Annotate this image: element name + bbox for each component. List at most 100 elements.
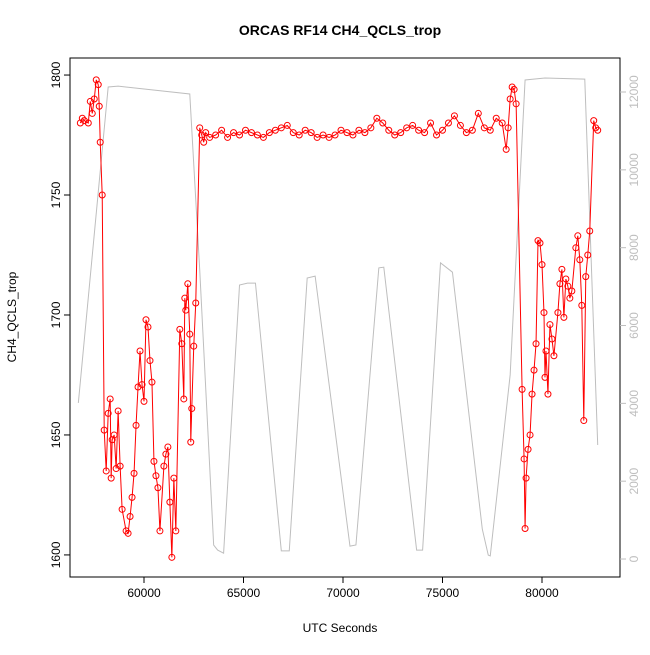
data-point [307, 129, 315, 137]
data-point [138, 381, 146, 389]
data-point [140, 397, 148, 405]
data-point [521, 525, 529, 533]
data-point [154, 484, 162, 492]
data-point [522, 474, 530, 482]
data-point [142, 316, 150, 324]
data-point [582, 273, 590, 281]
data-point [190, 342, 198, 350]
data-point [187, 438, 195, 446]
data-point [584, 251, 592, 259]
data-point [438, 126, 446, 134]
data-point [421, 129, 429, 137]
y-tick-label: 1650 [49, 421, 63, 448]
data-point [247, 129, 255, 137]
data-point [540, 309, 548, 317]
data-point [283, 121, 291, 129]
data-point [90, 95, 98, 103]
y2-tick-label: 6000 [627, 312, 641, 339]
data-point [409, 121, 417, 129]
data-point [182, 306, 190, 314]
data-point [196, 124, 204, 132]
data-point [212, 131, 220, 139]
data-point [343, 129, 351, 137]
y-tick-label: 1700 [49, 301, 63, 328]
data-point [480, 124, 488, 132]
data-point [186, 330, 194, 338]
data-point [456, 121, 464, 129]
data-point [95, 102, 103, 110]
data-point [265, 129, 273, 137]
data-point [188, 405, 196, 413]
data-point [415, 126, 423, 134]
data-point [84, 119, 92, 127]
data-point [502, 145, 510, 153]
data-point [572, 244, 580, 252]
data-point [560, 313, 568, 321]
data-point [568, 287, 576, 295]
data-point [166, 498, 174, 506]
data-point [594, 126, 602, 134]
data-point [132, 421, 140, 429]
data-point [124, 529, 132, 537]
data-point [564, 282, 572, 290]
x-tick-label: 60000 [127, 586, 161, 600]
data-point [136, 347, 144, 355]
data-point [558, 265, 566, 273]
data-point [580, 417, 588, 425]
data-point [206, 133, 214, 141]
data-point [289, 129, 297, 137]
data-point [230, 129, 238, 137]
data-point [391, 131, 399, 139]
data-point [524, 445, 532, 453]
data-point [526, 431, 534, 439]
data-point [586, 227, 594, 235]
data-point [367, 124, 375, 132]
data-point [427, 119, 435, 127]
data-point [556, 280, 564, 288]
data-point [130, 469, 138, 477]
data-point [574, 232, 582, 240]
data-point [192, 299, 200, 307]
series-line [79, 79, 599, 558]
data-point [313, 133, 321, 141]
data-point [554, 309, 562, 317]
data-point [520, 455, 528, 463]
y2-tick-label: 0 [627, 555, 641, 562]
data-point [128, 493, 136, 501]
data-point [170, 474, 178, 482]
data-point [202, 129, 210, 137]
data-point [512, 100, 520, 108]
y-tick-label: 1800 [49, 61, 63, 88]
data-point [349, 131, 357, 139]
data-point [462, 129, 470, 137]
data-point [88, 109, 96, 117]
data-point [241, 126, 249, 134]
data-point [181, 294, 189, 302]
data-point [180, 395, 188, 403]
data-point [152, 472, 160, 480]
data-point [106, 395, 114, 403]
data-point [164, 443, 172, 451]
data-point [492, 114, 500, 122]
x-tick-label: 70000 [326, 586, 360, 600]
data-point [218, 126, 226, 134]
x-axis-label: UTC Seconds [303, 621, 378, 635]
data-point [337, 126, 345, 134]
data-point [498, 119, 506, 127]
data-point [590, 117, 598, 125]
data-point [397, 129, 405, 137]
data-point [530, 366, 538, 374]
data-point [379, 119, 387, 127]
data-point [319, 131, 327, 139]
data-point [200, 138, 208, 146]
data-point [172, 527, 180, 535]
data-point [107, 474, 115, 482]
data-point [510, 85, 518, 93]
y-tick-label: 1600 [49, 541, 63, 568]
data-point [144, 323, 152, 331]
data-point [403, 124, 411, 132]
data-point [566, 294, 574, 302]
data-point [468, 126, 476, 134]
